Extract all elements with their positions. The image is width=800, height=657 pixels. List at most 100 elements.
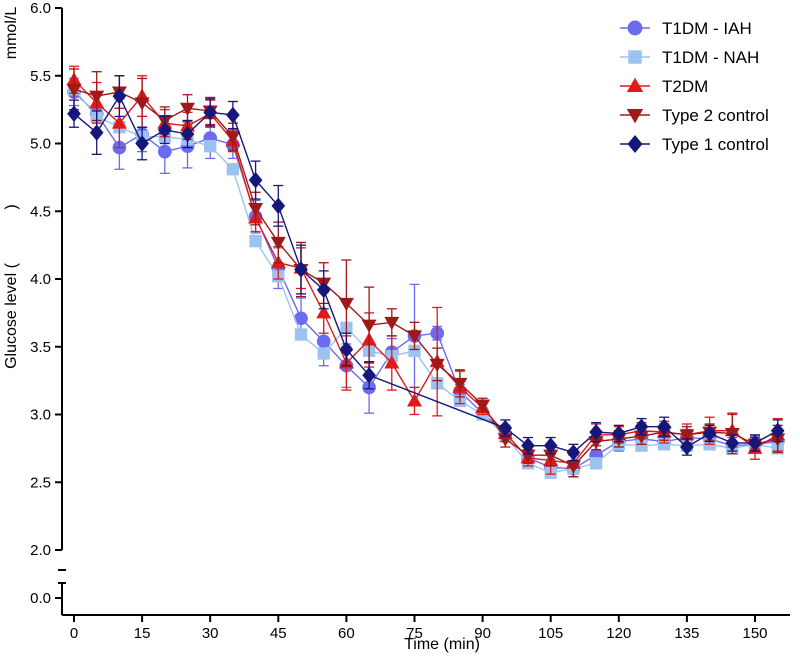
x-tick-label: 15 <box>134 625 151 642</box>
data-point <box>225 131 241 145</box>
data-point <box>475 399 491 413</box>
data-point <box>271 197 286 215</box>
data-point <box>157 144 172 159</box>
data-point <box>680 438 694 456</box>
x-tick-label: 0 <box>70 625 78 642</box>
data-point <box>248 171 263 189</box>
data-point <box>294 311 308 326</box>
data-point <box>157 121 172 139</box>
data-point <box>589 423 603 441</box>
legend-item: T1DM - NAH <box>620 48 759 67</box>
legend-label: T2DM <box>662 77 708 96</box>
data-point <box>294 261 308 278</box>
data-point <box>180 125 195 143</box>
data-point <box>89 90 105 104</box>
y-tick-label: 5.5 <box>30 68 51 85</box>
legend-item: T2DM <box>620 77 708 96</box>
y-tick-label: 2.0 <box>30 542 51 559</box>
data-point <box>317 347 330 360</box>
x-tick-label: 75 <box>406 625 423 642</box>
series-type-2-control <box>66 68 786 478</box>
data-point <box>770 422 785 440</box>
data-point <box>180 102 195 116</box>
legend-label: Type 1 control <box>662 135 769 154</box>
data-point <box>452 377 468 392</box>
data-point <box>634 418 649 435</box>
data-point <box>111 115 127 129</box>
x-tick-label: 30 <box>202 625 219 642</box>
x-tick-label: 150 <box>742 625 767 642</box>
data-point <box>249 234 262 248</box>
y-tick-label: 0.0 <box>30 590 51 607</box>
data-point <box>611 425 626 442</box>
data-point <box>294 328 308 341</box>
x-tick-label: 60 <box>338 625 355 642</box>
data-point <box>316 305 332 319</box>
y-tick-label: 6.0 <box>30 0 51 17</box>
data-point <box>748 434 762 452</box>
data-point <box>589 457 603 470</box>
x-axis-title: Time (min) <box>404 636 480 653</box>
legend-marker <box>627 20 643 36</box>
series-type-1-control <box>67 75 785 462</box>
axis-labels: Time (min) Glucose level ( ) mmol/L <box>3 7 480 653</box>
data-point <box>702 425 717 442</box>
data-point <box>408 344 421 357</box>
data-point <box>520 449 536 463</box>
data-point <box>543 437 558 454</box>
data-point <box>498 419 513 437</box>
data-point <box>588 436 604 450</box>
legend-label: T1DM - NAH <box>662 48 759 67</box>
y-tick-label: 3.5 <box>30 339 51 356</box>
data-point <box>226 163 240 176</box>
legend-marker <box>628 50 642 64</box>
y-tick-label: 4.5 <box>30 203 51 220</box>
data-point <box>204 140 217 153</box>
legend-label: T1DM - IAH <box>662 19 752 38</box>
y-axis-unit-label: mmol/L <box>3 7 20 60</box>
data-point <box>226 106 240 124</box>
axes: 2.0 2.5 3.0 3.5 4.0 4.5 5.0 5.5 6.0 0.0 0 15 30 45 60 7… <box>30 0 790 642</box>
data-point <box>634 430 649 444</box>
legend-marker <box>626 77 644 92</box>
data-point <box>566 444 581 461</box>
y-axis-title-close: ) <box>3 204 20 209</box>
data-point <box>135 135 149 152</box>
data-point <box>429 358 445 373</box>
data-point <box>521 437 535 454</box>
data-point <box>89 124 104 141</box>
data-point <box>112 87 127 105</box>
data-point <box>67 105 81 122</box>
data-point <box>725 434 740 452</box>
legend-item: Type 2 control <box>620 106 769 125</box>
data-point <box>66 83 82 97</box>
data-point <box>657 418 672 435</box>
x-tick-label: 105 <box>538 625 563 642</box>
data-point <box>362 366 376 384</box>
legend-marker <box>627 135 643 153</box>
data-point <box>384 355 400 369</box>
legend-item: Type 1 control <box>620 135 769 154</box>
x-tick-label: 90 <box>474 625 491 642</box>
y-tick-label: 2.5 <box>30 474 51 491</box>
data-point <box>338 297 354 312</box>
data-point <box>407 330 422 344</box>
data-point <box>361 319 377 333</box>
y-tick-label: 4.0 <box>30 271 51 288</box>
data-point <box>658 438 671 451</box>
data-point <box>203 104 218 121</box>
data-point <box>339 341 354 358</box>
series-t2dm <box>66 65 786 478</box>
series-group <box>66 65 786 479</box>
x-tick-label: 45 <box>270 625 287 642</box>
data-point <box>134 97 150 111</box>
data-point <box>679 429 695 443</box>
y-tick-label: 3.0 <box>30 407 51 424</box>
data-point <box>384 316 400 331</box>
data-point <box>565 460 581 474</box>
data-point <box>543 449 559 463</box>
data-point <box>316 281 331 299</box>
x-tick-label: 120 <box>606 625 631 642</box>
